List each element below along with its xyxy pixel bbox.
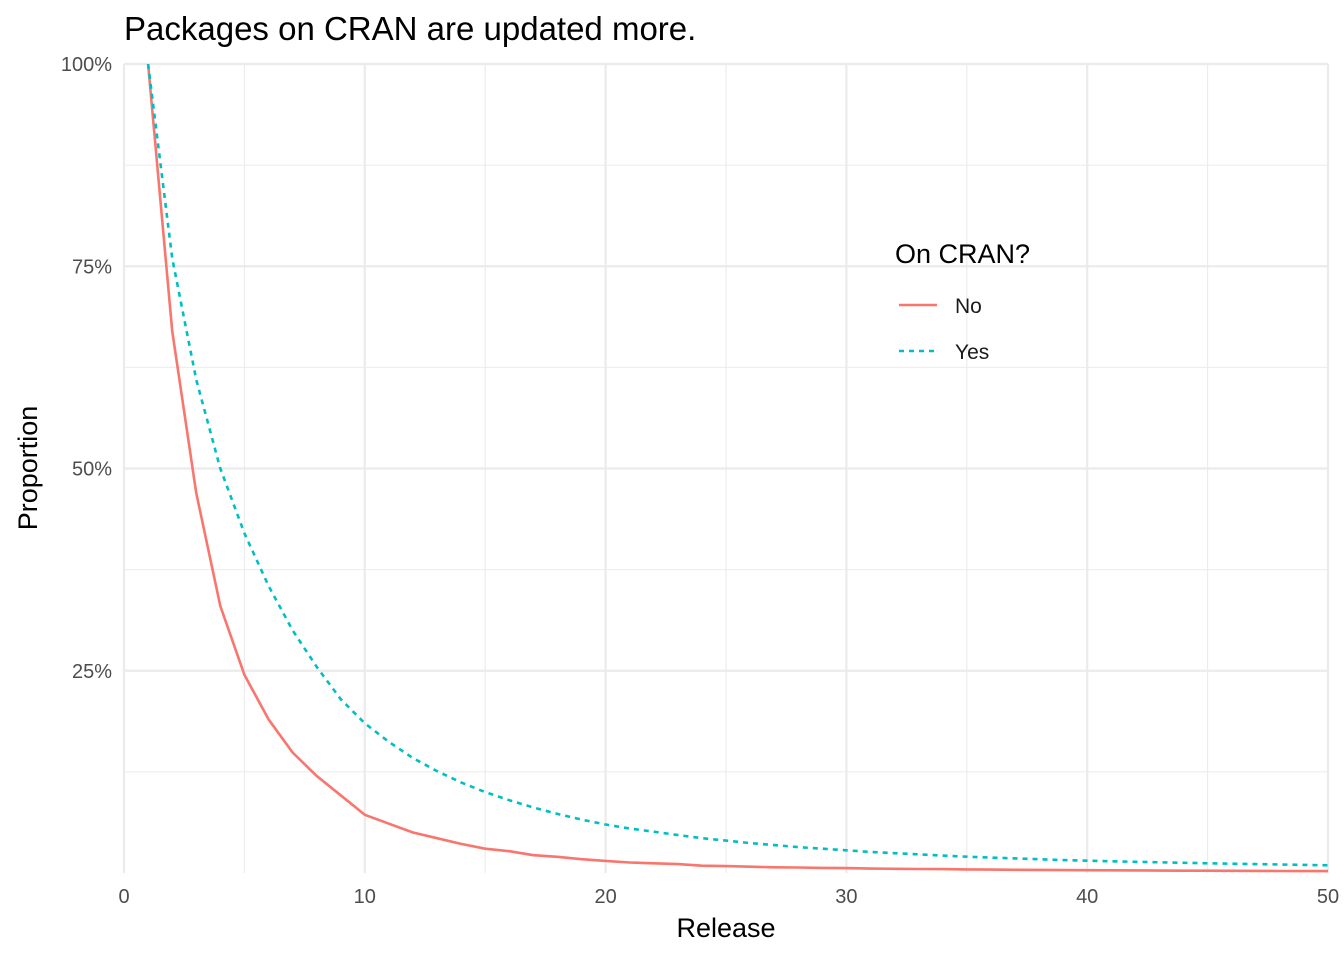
- y-tick-label: 100%: [61, 54, 112, 76]
- chart-title: Packages on CRAN are updated more.: [124, 10, 696, 47]
- x-tick-label: 0: [118, 886, 129, 908]
- x-axis-title: Release: [676, 913, 775, 943]
- y-axis: 25% 50% 75% 100%: [61, 54, 112, 683]
- x-tick-label: 30: [835, 886, 857, 908]
- y-axis-title: Proportion: [13, 406, 43, 531]
- legend: On CRAN? No Yes: [895, 239, 1030, 364]
- legend-title: On CRAN?: [895, 239, 1030, 269]
- x-tick-label: 20: [594, 886, 616, 908]
- x-tick-label: 10: [354, 886, 376, 908]
- legend-label-yes: Yes: [955, 341, 989, 364]
- legend-label-no: No: [955, 295, 982, 318]
- x-tick-label: 40: [1076, 886, 1098, 908]
- series-line-yes: [146, 63, 1329, 867]
- y-tick-label: 25%: [72, 661, 112, 683]
- x-axis: 0 10 20 30 40 50: [118, 886, 1339, 908]
- y-tick-label: 50%: [72, 459, 112, 481]
- series-line-no: [146, 63, 1328, 873]
- x-tick-label: 50: [1317, 886, 1339, 908]
- series-layer: [146, 63, 1329, 873]
- grid-major: [122, 62, 1330, 873]
- y-tick-label: 75%: [72, 256, 112, 278]
